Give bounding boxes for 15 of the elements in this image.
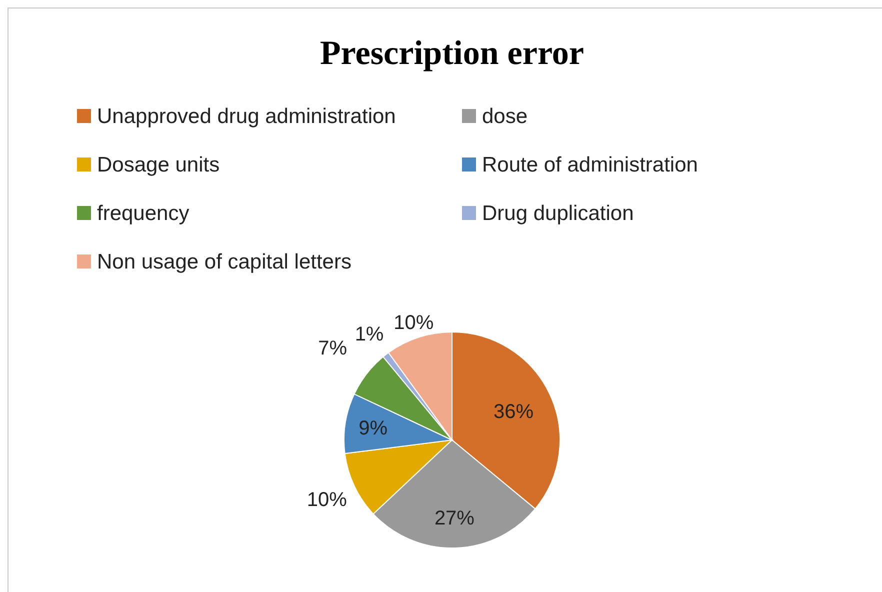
data-label: 10%: [394, 312, 434, 334]
chart-title: Prescription error: [320, 35, 584, 72]
legend-label: Non usage of capital letters: [97, 250, 352, 274]
data-label: 1%: [354, 323, 384, 346]
data-label: 27%: [434, 508, 475, 530]
legend-label: Route of administration: [482, 154, 698, 176]
data-label: 36%: [494, 401, 534, 424]
data-label: 9%: [358, 418, 388, 440]
legend-label: Dosage units: [97, 154, 220, 176]
data-label: 10%: [306, 488, 348, 511]
legend-label: frequency: [97, 202, 190, 225]
legend-label: Unapproved drug administration: [97, 105, 396, 128]
data-label: 7%: [318, 337, 348, 360]
legend-label: dose: [482, 105, 528, 128]
legend-label: Drug duplication: [482, 202, 634, 225]
